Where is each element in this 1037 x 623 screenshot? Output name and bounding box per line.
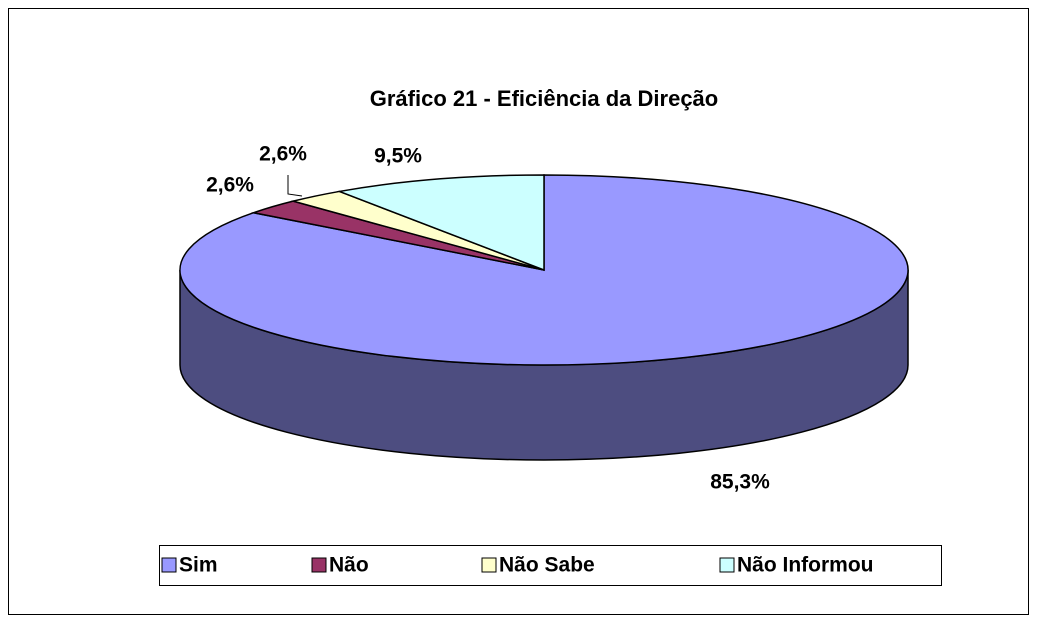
legend-swatch (161, 557, 177, 573)
slice (336, 174, 545, 272)
legend-label: Não (329, 554, 369, 577)
legend-label: Não Informou (737, 554, 874, 577)
legend-swatch (311, 557, 327, 573)
chart-title: Gráfico 21 - Eficiência da Direção (370, 86, 718, 111)
data-label: 9,5% (374, 145, 422, 168)
data-label: 2,6% (259, 143, 307, 166)
legend-swatch (481, 557, 497, 573)
data-label: 85,3% (710, 471, 770, 494)
data-label: 2,6% (206, 174, 254, 197)
legend-swatch (719, 557, 735, 573)
legend-box (159, 545, 942, 586)
leader-line (287, 175, 303, 197)
legend-label: Sim (179, 554, 218, 577)
legend-label: Não Sabe (499, 554, 595, 577)
